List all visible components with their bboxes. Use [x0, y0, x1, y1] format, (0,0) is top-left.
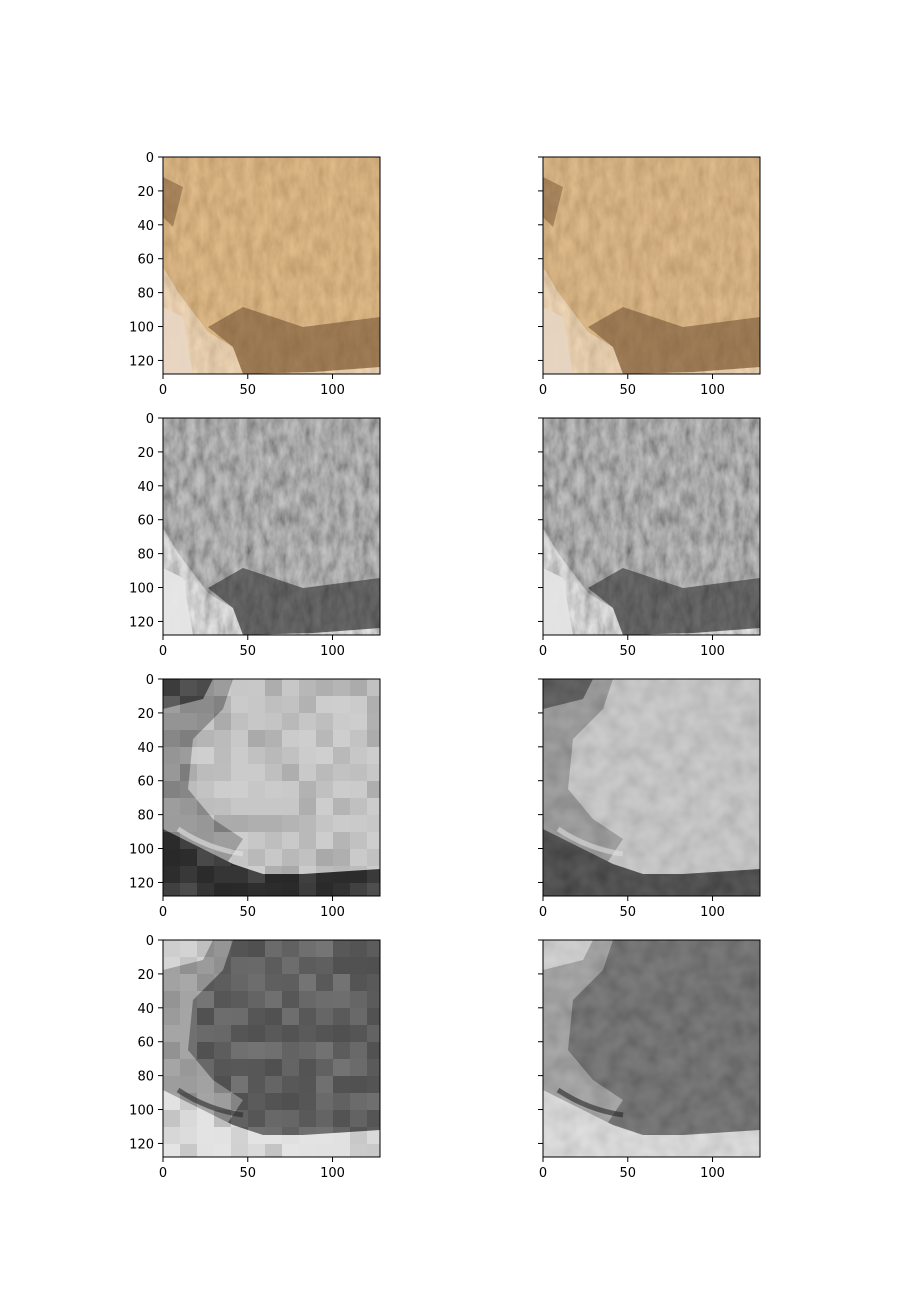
axes-frame — [162, 417, 381, 636]
panel-image — [163, 940, 380, 1157]
x-tick-label: 100 — [700, 644, 725, 659]
subplot-r3-right: 0 50 100 — [538, 678, 761, 920]
x-tick-label: 50 — [239, 644, 256, 659]
x-tick-label: 0 — [159, 383, 167, 398]
panel-image — [163, 157, 380, 374]
y-tick-label: 40 — [137, 1002, 154, 1017]
x-tick-label: 50 — [239, 1166, 256, 1181]
x-tick-label: 0 — [539, 644, 547, 659]
y-tick-label: 0 — [146, 151, 154, 166]
x-tick-label: 0 — [159, 1166, 167, 1181]
x-tick-label: 50 — [619, 383, 636, 398]
x-tick-label: 50 — [619, 644, 636, 659]
subplot-r2-left: 0 50 100 0 20 40 60 80 100 120 — [129, 412, 381, 659]
y-tick-label: 40 — [137, 219, 154, 234]
panel-image — [163, 418, 380, 635]
x-tick-label: 0 — [159, 905, 167, 920]
y-tick-label: 120 — [129, 354, 154, 369]
x-tick-label: 100 — [320, 905, 345, 920]
x-tick-label: 100 — [320, 1166, 345, 1181]
x-tick-label: 50 — [619, 905, 636, 920]
panel-image — [543, 940, 760, 1157]
y-tick-label: 0 — [146, 934, 154, 949]
subplot-r2-right: 0 50 100 — [538, 417, 761, 659]
y-tick-label: 20 — [137, 185, 154, 200]
axes-frame — [542, 678, 761, 897]
y-tick-label: 80 — [137, 548, 154, 563]
panel-image — [543, 157, 760, 374]
axes-frame — [162, 678, 381, 897]
y-tick-label: 100 — [129, 321, 154, 336]
y-tick-label: 80 — [137, 1070, 154, 1085]
x-tick-label: 100 — [700, 905, 725, 920]
subplot-r4-right: 0 50 100 — [538, 939, 761, 1181]
subplot-r1-left: 0 50 100 0 20 40 60 80 100 120 — [129, 151, 381, 398]
y-tick-label: 20 — [137, 446, 154, 461]
y-tick-label: 40 — [137, 480, 154, 495]
x-tick-label: 50 — [239, 905, 256, 920]
y-tick-label: 0 — [146, 412, 154, 427]
panel-image — [543, 418, 760, 635]
x-tick-label: 0 — [539, 1166, 547, 1181]
y-tick-label: 60 — [137, 514, 154, 529]
y-tick-label: 20 — [137, 968, 154, 983]
y-tick-label: 60 — [137, 1036, 154, 1051]
x-tick-label: 100 — [700, 383, 725, 398]
x-tick-label: 50 — [619, 1166, 636, 1181]
axes-frame — [542, 939, 761, 1158]
y-tick-label: 60 — [137, 253, 154, 268]
axes-frame — [162, 156, 381, 375]
subplot-r1-right: 0 50 100 — [538, 156, 761, 398]
axes-frame — [542, 417, 761, 636]
y-tick-label: 100 — [129, 1104, 154, 1119]
y-tick-label: 120 — [129, 1137, 154, 1152]
y-tick-label: 20 — [137, 707, 154, 722]
x-tick-label: 0 — [159, 644, 167, 659]
x-tick-label: 50 — [239, 383, 256, 398]
x-tick-label: 100 — [320, 644, 345, 659]
x-tick-label: 100 — [700, 1166, 725, 1181]
y-tick-label: 40 — [137, 741, 154, 756]
subplot-r3-left: 0 50 100 0 20 40 60 80 100 120 — [129, 673, 381, 920]
axes-frame — [162, 939, 381, 1158]
panel-image — [163, 679, 380, 896]
axes-frame — [542, 156, 761, 375]
y-tick-label: 120 — [129, 615, 154, 630]
x-tick-label: 0 — [539, 905, 547, 920]
x-tick-label: 0 — [539, 383, 547, 398]
y-tick-label: 60 — [137, 775, 154, 790]
y-tick-label: 0 — [146, 673, 154, 688]
x-tick-label: 100 — [320, 383, 345, 398]
y-tick-label: 80 — [137, 287, 154, 302]
y-tick-label: 120 — [129, 876, 154, 891]
panel-image — [543, 679, 760, 896]
subplot-r4-left: 0 50 100 0 20 40 60 80 100 120 — [129, 934, 381, 1181]
y-tick-label: 100 — [129, 582, 154, 597]
y-tick-label: 100 — [129, 843, 154, 858]
y-tick-label: 80 — [137, 809, 154, 824]
